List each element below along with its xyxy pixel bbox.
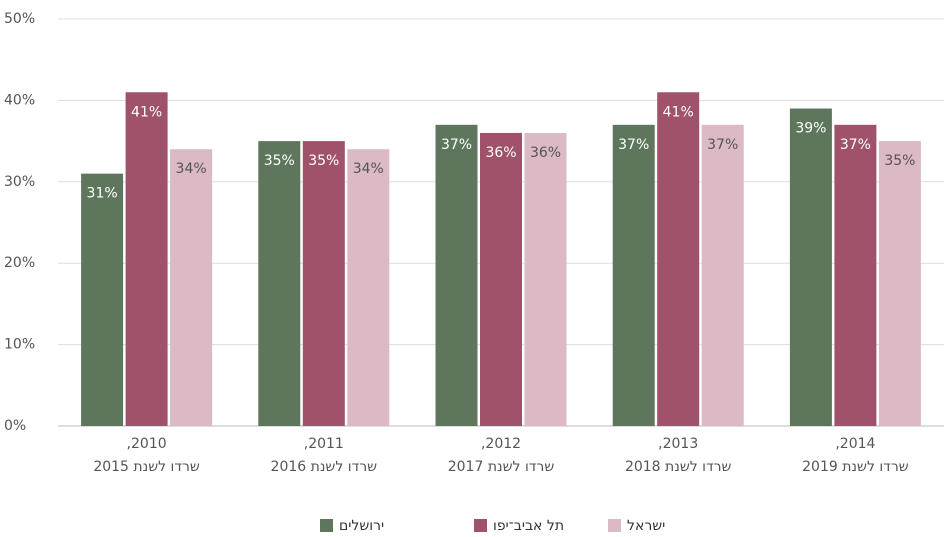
bar [170,149,213,427]
value-label: 36% [485,145,516,161]
legend-swatch [474,519,487,532]
value-label: 39% [795,121,826,137]
value-label: 31% [87,186,118,202]
x-tick-label: שרדו לשנת 2019 [802,459,909,475]
y-tick-label: 50% [4,11,35,27]
bar [435,124,478,426]
bar [834,124,877,426]
value-label: 37% [618,137,649,153]
value-label: 36% [530,145,561,161]
x-tick-label: 2013, [658,436,698,452]
bar [789,108,832,426]
bar [657,92,700,426]
x-tick-label: שרדו לשנת 2017 [448,459,555,475]
x-tick-label: 2012, [481,436,521,452]
bar [125,92,168,426]
value-label: 37% [707,137,738,153]
value-label: 34% [176,161,207,177]
bar [524,132,567,426]
x-tick-label: 2014, [835,436,875,452]
x-tick-label: 2010, [127,436,167,452]
value-label: 35% [264,153,295,169]
x-tick-label: שרדו לשנת 2016 [271,459,378,475]
y-tick-label: 10% [4,337,35,353]
legend-label: תל אביב־יפו [493,518,564,534]
bar [701,124,744,426]
legend-swatch [608,519,621,532]
value-label: 35% [884,153,915,169]
value-label: 41% [131,104,162,120]
x-tick-label: 2011, [304,436,344,452]
y-tick-label: 0% [4,418,26,434]
legend-label: ישראל [627,518,665,534]
legend-swatch [320,519,333,532]
value-label: 41% [663,104,694,120]
value-label: 35% [308,153,339,169]
bar [612,124,655,426]
value-label: 34% [353,161,384,177]
bar [81,173,124,426]
y-tick-label: 20% [4,255,35,271]
bar [878,141,921,426]
x-tick-label: שרדו לשנת 2018 [625,459,732,475]
bar [258,141,301,426]
value-label: 37% [840,137,871,153]
bar [347,149,390,427]
bar [302,141,345,426]
legend-label: ירושלים [339,518,384,534]
value-label: 37% [441,137,472,153]
y-tick-label: 30% [4,174,35,190]
y-tick-label: 40% [4,92,35,108]
x-tick-label: שרדו לשנת 2015 [93,459,200,475]
bar [480,132,522,426]
